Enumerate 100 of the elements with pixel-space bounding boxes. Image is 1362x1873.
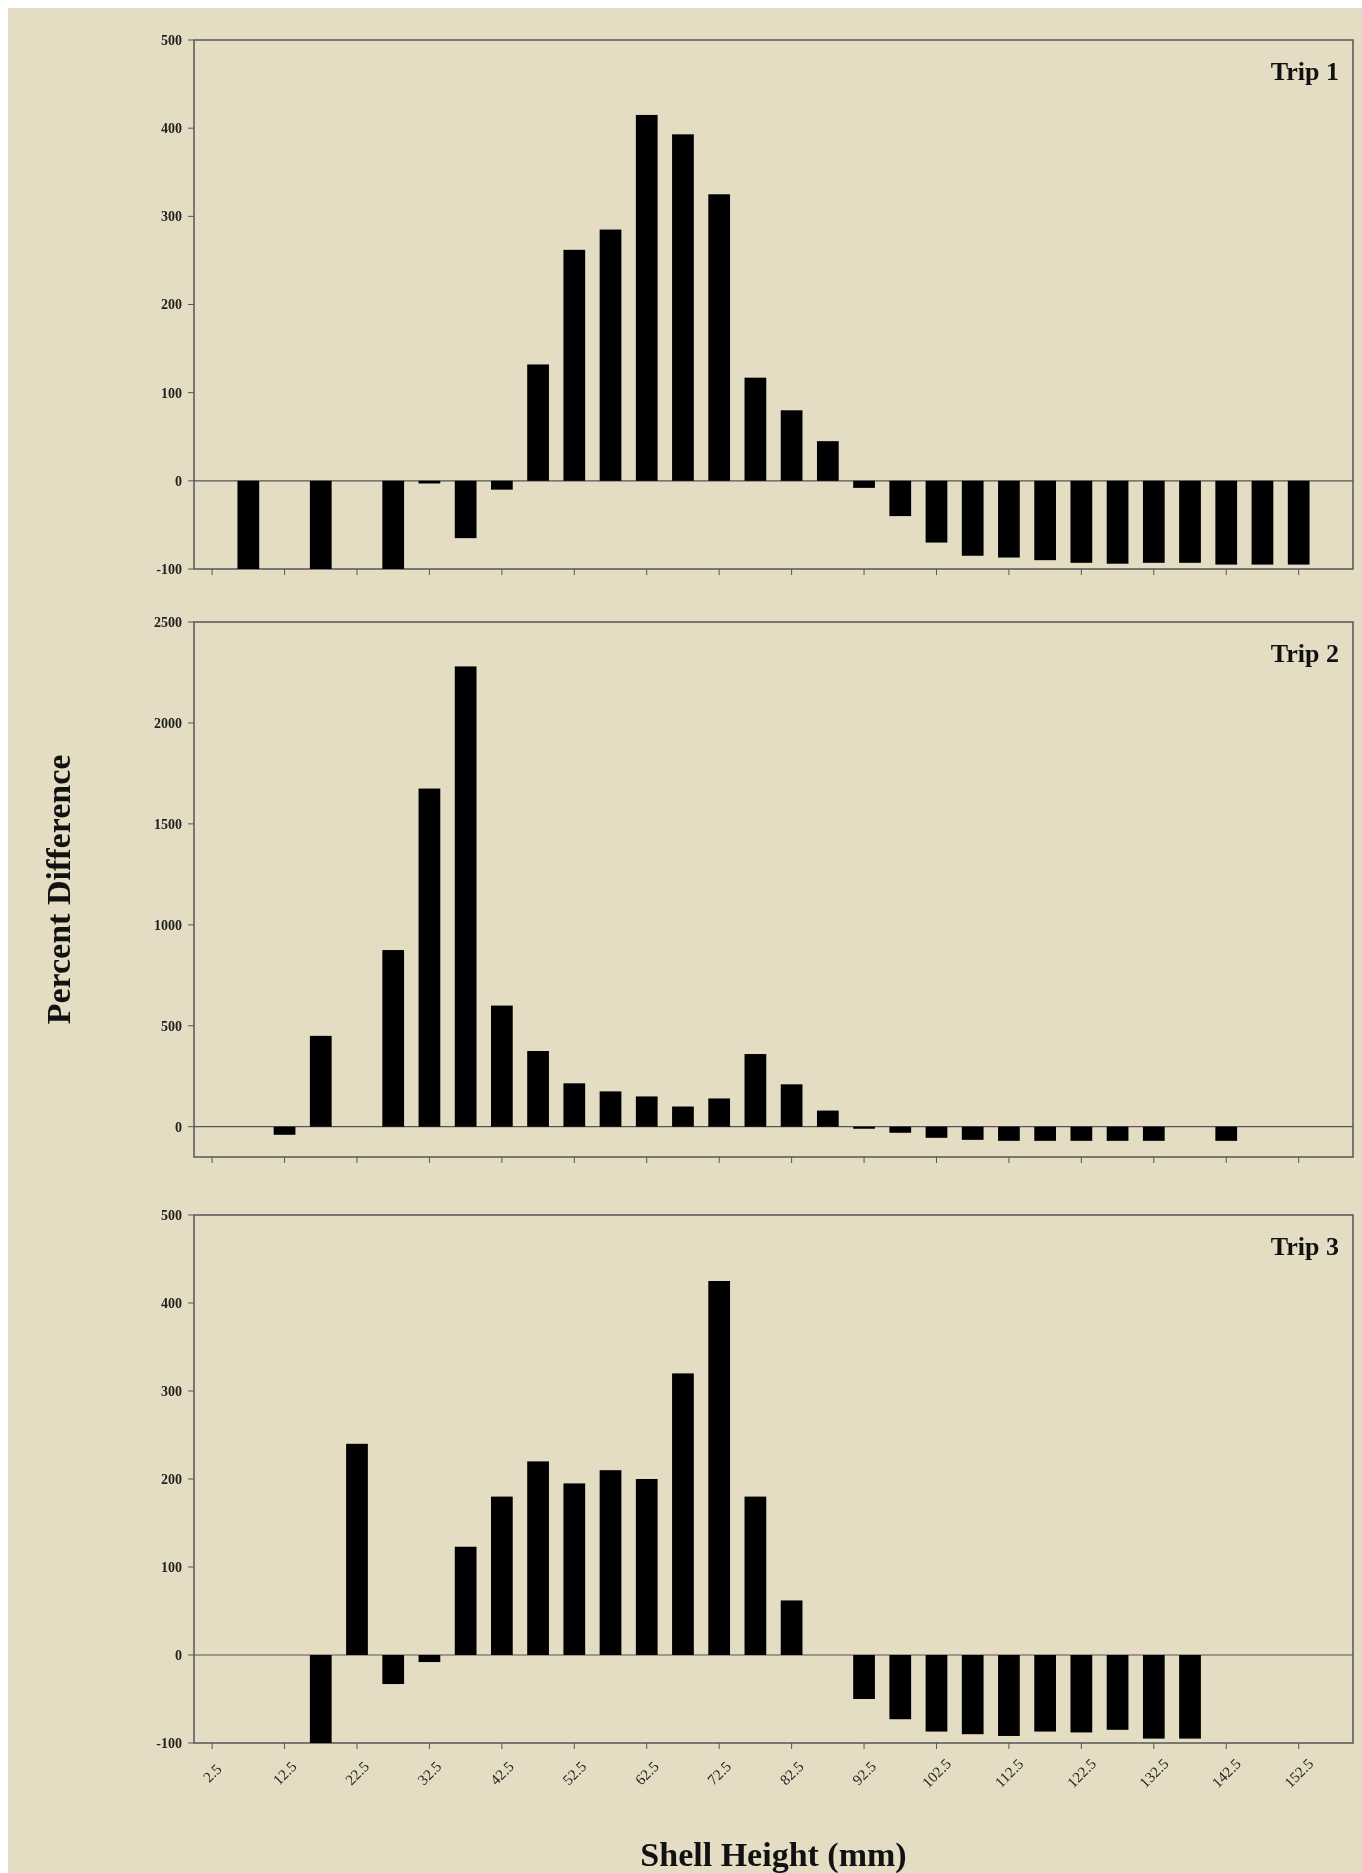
bar (1287, 480, 1310, 565)
x-tick-label: 12.5 (269, 1758, 300, 1789)
y-tick-label: 2000 (154, 715, 182, 731)
y-tick-label: 400 (161, 121, 182, 137)
y-tick-label: 200 (161, 1471, 182, 1487)
x-tick-label: 52.5 (559, 1758, 590, 1789)
y-tick-label: 0 (175, 473, 182, 489)
bar (744, 1496, 767, 1655)
bar (1142, 1126, 1165, 1141)
bar (454, 666, 477, 1127)
y-tick-label: -100 (156, 1735, 182, 1751)
bar (1179, 480, 1201, 563)
bar (1070, 1655, 1093, 1733)
bar (780, 1600, 803, 1655)
y-tick-label: 2500 (154, 614, 182, 630)
text: Trip 2 (1270, 639, 1339, 668)
bar (599, 1470, 622, 1655)
y-axis-title: Percent Difference (40, 754, 77, 1025)
bar (1215, 1126, 1238, 1141)
bar (816, 441, 839, 481)
x-axis-title: Shell Height (mm) (640, 1836, 907, 1873)
bar (1070, 1126, 1093, 1141)
bar (1215, 480, 1238, 565)
bar (309, 1655, 332, 1743)
y-tick-label: 1000 (154, 917, 182, 933)
bar (454, 1546, 477, 1655)
y-tick-label: 200 (161, 297, 182, 313)
bar (925, 480, 948, 543)
bar (816, 1110, 839, 1127)
bar (1106, 1655, 1129, 1730)
bar (708, 194, 731, 481)
bar (998, 1655, 1020, 1736)
bar (490, 1005, 513, 1127)
bar (708, 1098, 731, 1127)
bar (599, 229, 622, 481)
bar (635, 1096, 658, 1127)
bar (708, 1281, 731, 1655)
bar (780, 1084, 803, 1127)
x-tick-label: 62.5 (631, 1758, 662, 1789)
y-tick-label: 100 (161, 1559, 182, 1575)
bar (853, 1126, 875, 1129)
bar (1034, 1655, 1057, 1732)
bar (853, 480, 875, 488)
bar (889, 1655, 912, 1720)
bar (273, 1126, 296, 1135)
y-tick-label: 500 (161, 1207, 182, 1223)
bar (635, 114, 658, 481)
bar (1034, 480, 1057, 561)
bar (672, 1373, 694, 1655)
x-tick-label: 32.5 (414, 1758, 445, 1789)
bar (961, 1126, 984, 1140)
y-tick-label: -100 (156, 561, 182, 577)
y-tick-label: 0 (175, 1119, 182, 1135)
x-tick-label: 82.5 (776, 1758, 807, 1789)
bar (563, 1483, 586, 1655)
x-tick-label: 72.5 (704, 1758, 735, 1789)
bar (490, 1496, 513, 1655)
x-tick-label: 2.5 (200, 1760, 225, 1786)
bar (889, 1126, 912, 1133)
x-tick-label: 92.5 (849, 1758, 880, 1789)
bar (925, 1655, 948, 1732)
bar (998, 1126, 1020, 1141)
x-tick-label: 22.5 (342, 1758, 373, 1789)
bar (454, 480, 477, 539)
bar (599, 1091, 622, 1127)
bar (563, 249, 586, 481)
bar (346, 1443, 368, 1655)
bar (309, 1035, 332, 1127)
bar (527, 364, 549, 481)
bar (1106, 1126, 1129, 1141)
y-tick-label: 1500 (154, 816, 182, 832)
bar (780, 410, 803, 481)
bar (1142, 480, 1165, 563)
bar (1251, 480, 1274, 565)
bar (961, 1655, 984, 1735)
bar (744, 1054, 767, 1127)
y-tick-label: 0 (175, 1647, 182, 1663)
x-tick-label: 42.5 (487, 1758, 517, 1789)
bar (672, 1106, 694, 1127)
bar (853, 1655, 875, 1699)
bar (925, 1126, 948, 1138)
bar (744, 377, 767, 481)
bar (635, 1479, 658, 1655)
bar (1179, 1655, 1201, 1739)
bar (527, 1051, 549, 1127)
bar (309, 480, 332, 569)
y-tick-label: 400 (161, 1295, 182, 1311)
bar (237, 480, 260, 569)
bar (418, 788, 441, 1127)
text: Trip 1 (1270, 57, 1339, 86)
y-tick-label: 100 (161, 385, 182, 401)
bar (418, 1655, 441, 1663)
bar (961, 480, 984, 556)
bar (563, 1083, 586, 1127)
y-tick-label: 500 (161, 32, 182, 48)
bar (527, 1461, 549, 1655)
y-tick-label: 300 (161, 1383, 182, 1399)
y-tick-label: 500 (161, 1018, 182, 1034)
y-tick-label: 300 (161, 209, 182, 225)
bar (1106, 480, 1129, 564)
